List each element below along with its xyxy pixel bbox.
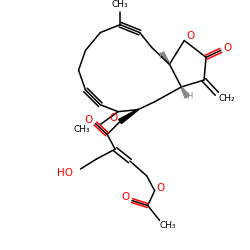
Text: O: O <box>109 112 117 122</box>
Polygon shape <box>181 87 189 98</box>
Text: H: H <box>186 92 192 101</box>
Text: O: O <box>224 44 232 54</box>
Text: HO: HO <box>57 168 73 178</box>
Text: CH₂: CH₂ <box>218 94 235 103</box>
Text: H: H <box>158 52 165 61</box>
Text: O: O <box>156 183 165 193</box>
Text: O: O <box>121 192 129 202</box>
Polygon shape <box>119 109 138 124</box>
Text: O: O <box>84 114 92 124</box>
Polygon shape <box>160 52 170 64</box>
Text: CH₃: CH₃ <box>112 0 128 10</box>
Text: O: O <box>186 30 194 40</box>
Text: CH₃: CH₃ <box>159 221 176 230</box>
Text: CH₃: CH₃ <box>74 125 90 134</box>
